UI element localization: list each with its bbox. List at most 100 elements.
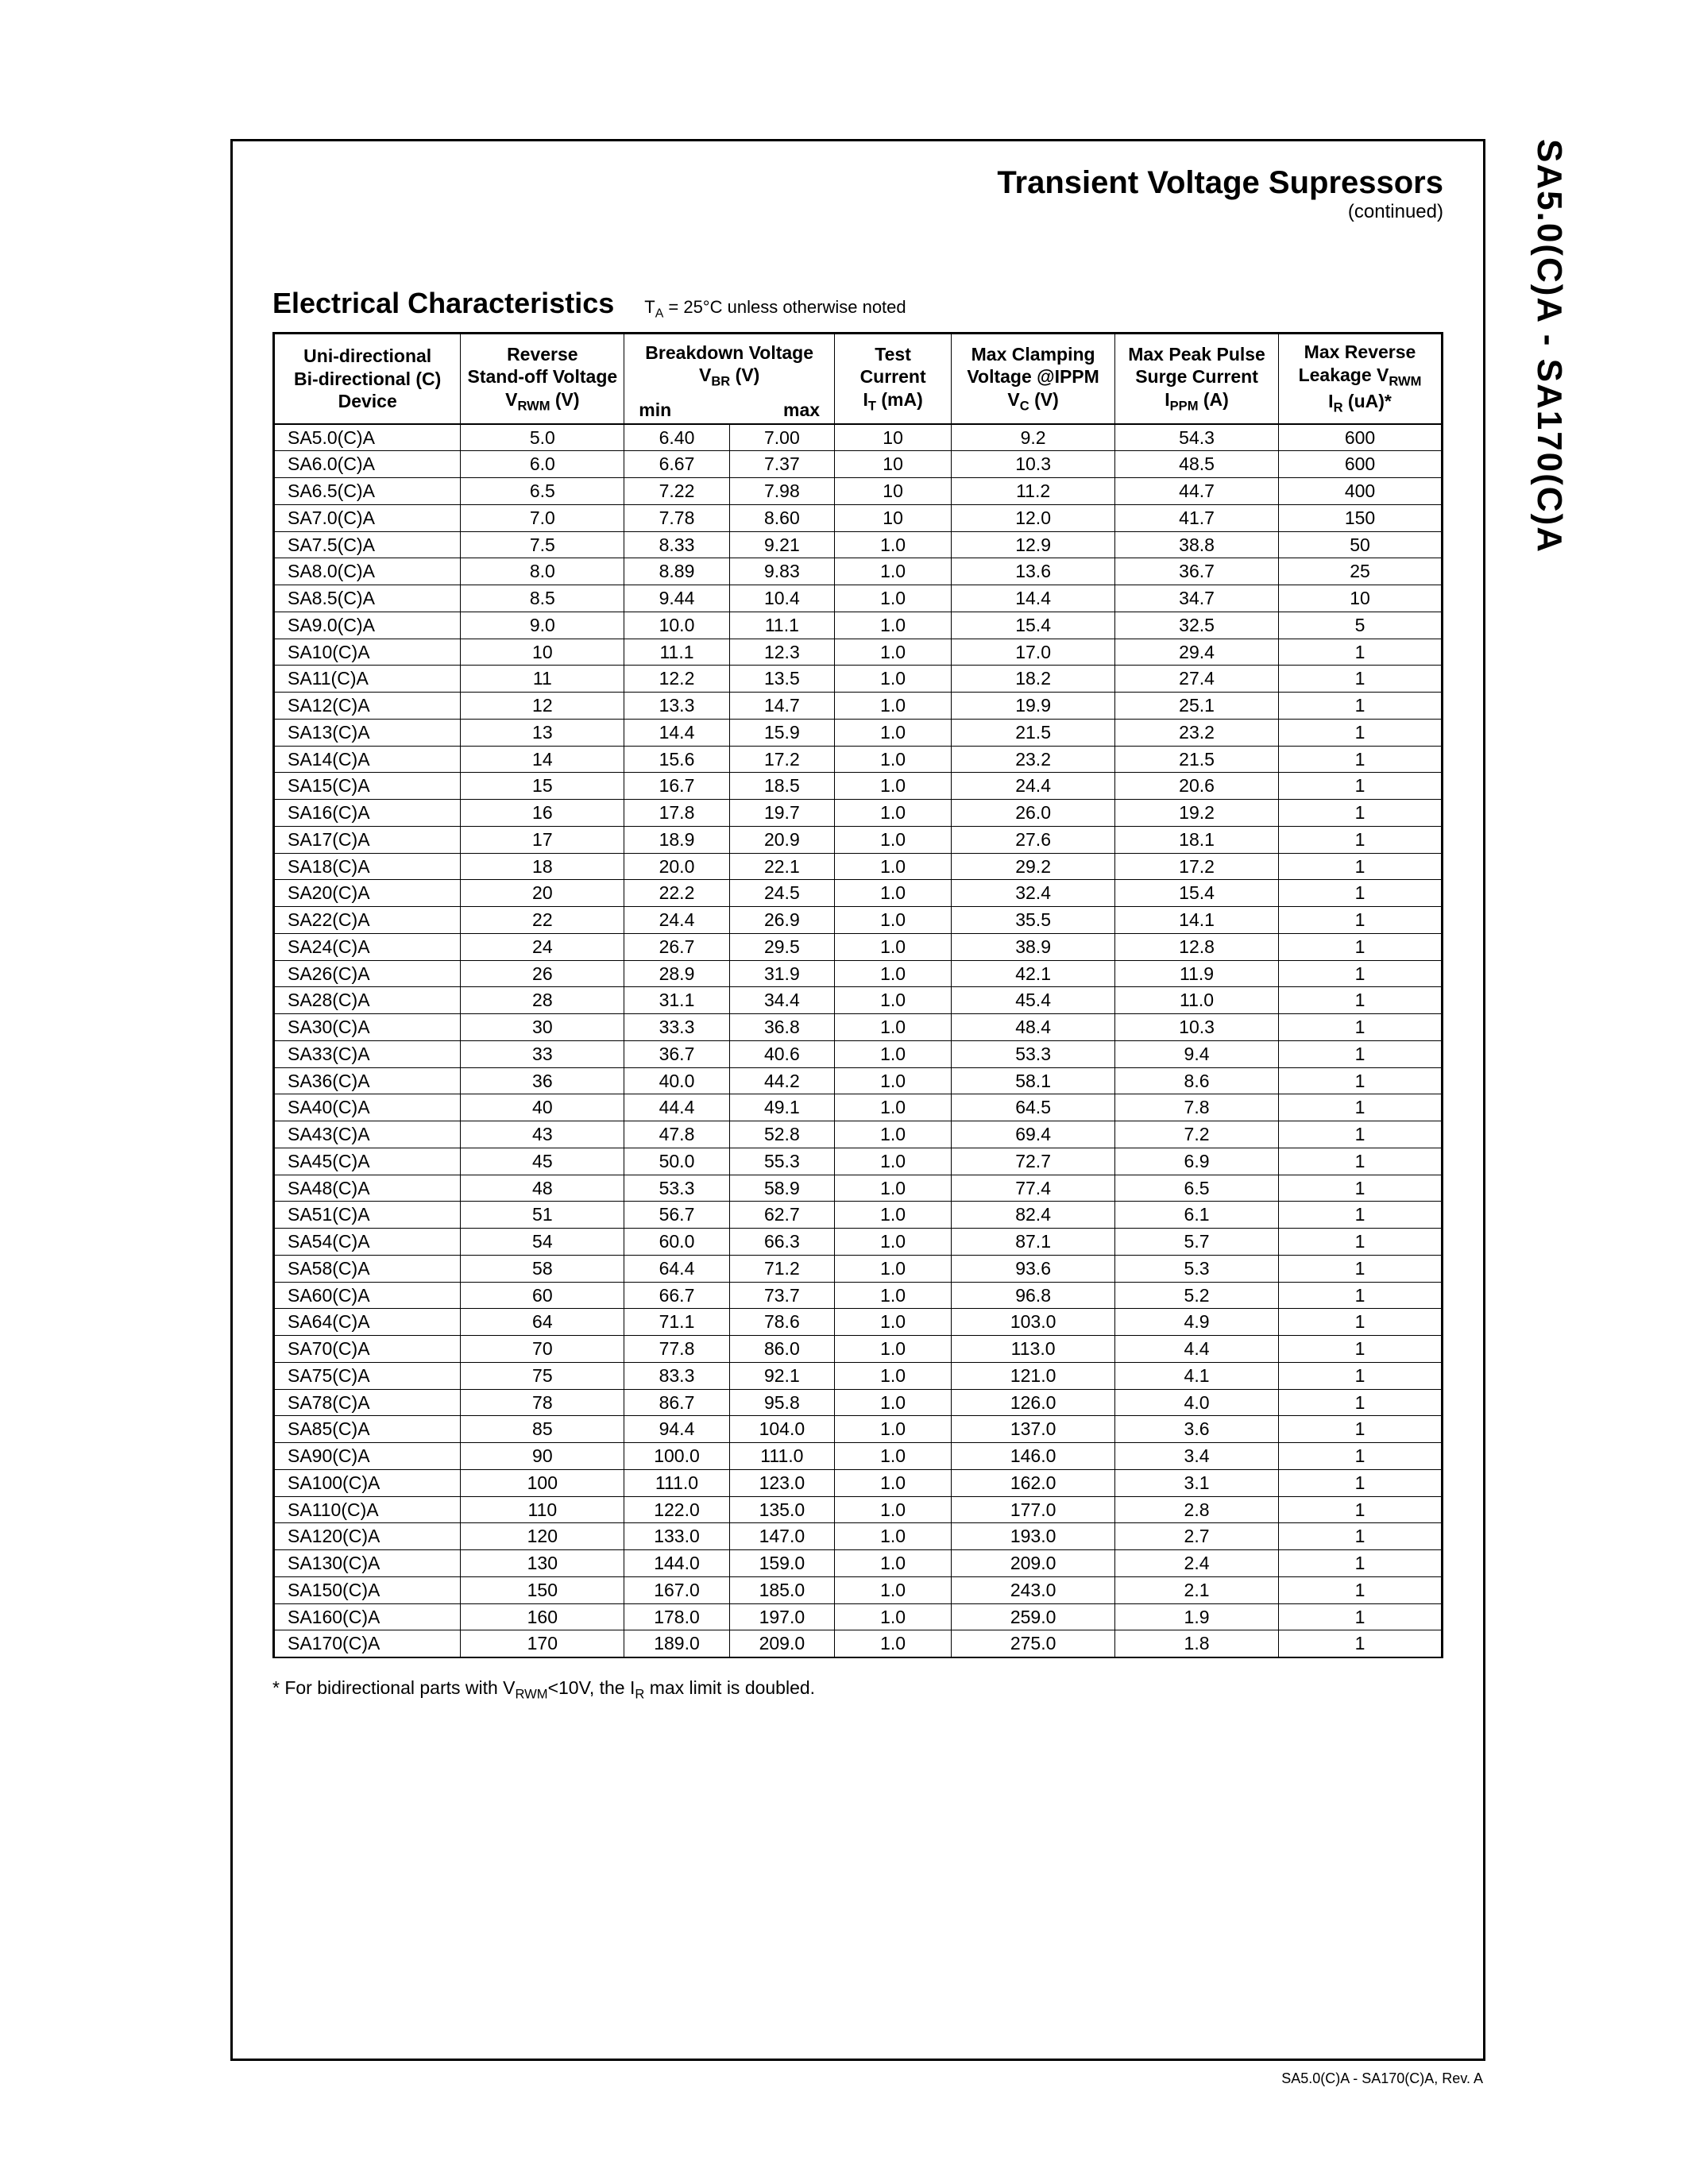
cell-value: 7.5 xyxy=(461,531,624,558)
cell-value: 111.0 xyxy=(624,1469,729,1496)
cell-value: 1 xyxy=(1279,1094,1443,1121)
cell-value: 1 xyxy=(1279,1121,1443,1148)
cell-value: 1.0 xyxy=(835,1121,952,1148)
cell-value: 43 xyxy=(461,1121,624,1148)
cell-value: 1.0 xyxy=(835,1202,952,1229)
cell-value: 18 xyxy=(461,853,624,880)
cell-value: 58.9 xyxy=(729,1175,834,1202)
cell-value: 8.0 xyxy=(461,558,624,585)
cell-value: 6.40 xyxy=(624,424,729,451)
cell-value: 1 xyxy=(1279,1255,1443,1282)
cell-value: 11 xyxy=(461,666,624,693)
cell-value: 56.7 xyxy=(624,1202,729,1229)
cell-value: 1 xyxy=(1279,1496,1443,1523)
cell-value: 3.4 xyxy=(1115,1443,1279,1470)
cell-value: 28 xyxy=(461,987,624,1014)
cell-value: 1 xyxy=(1279,1576,1443,1603)
cell-value: 82.4 xyxy=(952,1202,1115,1229)
cell-value: 1 xyxy=(1279,1040,1443,1067)
cell-value: 42.1 xyxy=(952,960,1115,987)
col-ir: Max Reverse Leakage VRWM IR (uA)* xyxy=(1279,334,1443,424)
cell-value: 6.5 xyxy=(461,478,624,505)
cell-value: 4.9 xyxy=(1115,1309,1279,1336)
cell-value: 259.0 xyxy=(952,1603,1115,1630)
cell-value: 1.0 xyxy=(835,773,952,800)
cell-value: 1.0 xyxy=(835,639,952,666)
col-vbr-max: max xyxy=(729,397,834,424)
table-row: SA51(C)A5156.762.71.082.46.11 xyxy=(274,1202,1443,1229)
cell-value: 32.5 xyxy=(1115,612,1279,639)
table-header: Uni-directional Bi-directional (C) Devic… xyxy=(274,334,1443,424)
cell-device: SA70(C)A xyxy=(274,1336,461,1363)
table-row: SA90(C)A90100.0111.01.0146.03.41 xyxy=(274,1443,1443,1470)
cell-value: 1.0 xyxy=(835,1630,952,1657)
cell-value: 17 xyxy=(461,826,624,853)
cell-value: 10.3 xyxy=(952,451,1115,478)
cell-value: 1 xyxy=(1279,933,1443,960)
cell-value: 1 xyxy=(1279,1362,1443,1389)
cell-value: 60.0 xyxy=(624,1229,729,1256)
cell-value: 87.1 xyxy=(952,1229,1115,1256)
cell-value: 24.5 xyxy=(729,880,834,907)
cell-value: 10 xyxy=(835,504,952,531)
cell-value: 10 xyxy=(1279,585,1443,612)
table-row: SA20(C)A2022.224.51.032.415.41 xyxy=(274,880,1443,907)
col-vbr-min: min xyxy=(624,397,729,424)
cell-value: 170 xyxy=(461,1630,624,1657)
cell-value: 10.3 xyxy=(1115,1014,1279,1041)
table-row: SA28(C)A2831.134.41.045.411.01 xyxy=(274,987,1443,1014)
cell-value: 113.0 xyxy=(952,1336,1115,1363)
side-product-label: SA5.0(C)A - SA170(C)A xyxy=(1529,139,1569,554)
cell-value: 243.0 xyxy=(952,1576,1115,1603)
cell-value: 10.4 xyxy=(729,585,834,612)
cell-value: 2.4 xyxy=(1115,1550,1279,1577)
cell-device: SA160(C)A xyxy=(274,1603,461,1630)
cell-value: 60 xyxy=(461,1282,624,1309)
cell-value: 21.5 xyxy=(1115,746,1279,773)
table-row: SA70(C)A7077.886.01.0113.04.41 xyxy=(274,1336,1443,1363)
cell-value: 123.0 xyxy=(729,1469,834,1496)
page-subtitle: (continued) xyxy=(272,201,1443,223)
table-row: SA150(C)A150167.0185.01.0243.02.11 xyxy=(274,1576,1443,1603)
cell-value: 58.1 xyxy=(952,1067,1115,1094)
cell-value: 1.0 xyxy=(835,826,952,853)
cell-value: 12.8 xyxy=(1115,933,1279,960)
table-row: SA45(C)A4550.055.31.072.76.91 xyxy=(274,1148,1443,1175)
table-row: SA33(C)A3336.740.61.053.39.41 xyxy=(274,1040,1443,1067)
cell-value: 1 xyxy=(1279,1282,1443,1309)
cell-device: SA26(C)A xyxy=(274,960,461,987)
cell-value: 133.0 xyxy=(624,1523,729,1550)
table-row: SA17(C)A1718.920.91.027.618.11 xyxy=(274,826,1443,853)
cell-value: 209.0 xyxy=(729,1630,834,1657)
cell-value: 1 xyxy=(1279,719,1443,746)
cell-value: 1.0 xyxy=(835,1148,952,1175)
cell-value: 9.0 xyxy=(461,612,624,639)
cell-value: 44.7 xyxy=(1115,478,1279,505)
section-heading-row: Electrical Characteristics TA = 25°C unl… xyxy=(272,287,1443,321)
cell-device: SA20(C)A xyxy=(274,880,461,907)
cell-value: 17.2 xyxy=(729,746,834,773)
cell-value: 2.8 xyxy=(1115,1496,1279,1523)
cell-value: 1.0 xyxy=(835,1416,952,1443)
cell-value: 15.6 xyxy=(624,746,729,773)
cell-value: 14 xyxy=(461,746,624,773)
cell-device: SA18(C)A xyxy=(274,853,461,880)
cell-value: 1.0 xyxy=(835,666,952,693)
cell-value: 70 xyxy=(461,1336,624,1363)
table-row: SA58(C)A5864.471.21.093.65.31 xyxy=(274,1255,1443,1282)
cell-value: 8.89 xyxy=(624,558,729,585)
cell-value: 86.0 xyxy=(729,1336,834,1363)
cell-value: 77.8 xyxy=(624,1336,729,1363)
cell-value: 45.4 xyxy=(952,987,1115,1014)
cell-device: SA130(C)A xyxy=(274,1550,461,1577)
cell-value: 1 xyxy=(1279,1443,1443,1470)
cell-value: 7.2 xyxy=(1115,1121,1279,1148)
cell-value: 1.0 xyxy=(835,987,952,1014)
cell-value: 1 xyxy=(1279,1603,1443,1630)
cell-value: 8.33 xyxy=(624,531,729,558)
cell-value: 13.5 xyxy=(729,666,834,693)
cell-value: 7.22 xyxy=(624,478,729,505)
cell-device: SA58(C)A xyxy=(274,1255,461,1282)
table-row: SA100(C)A100111.0123.01.0162.03.11 xyxy=(274,1469,1443,1496)
cell-value: 121.0 xyxy=(952,1362,1115,1389)
